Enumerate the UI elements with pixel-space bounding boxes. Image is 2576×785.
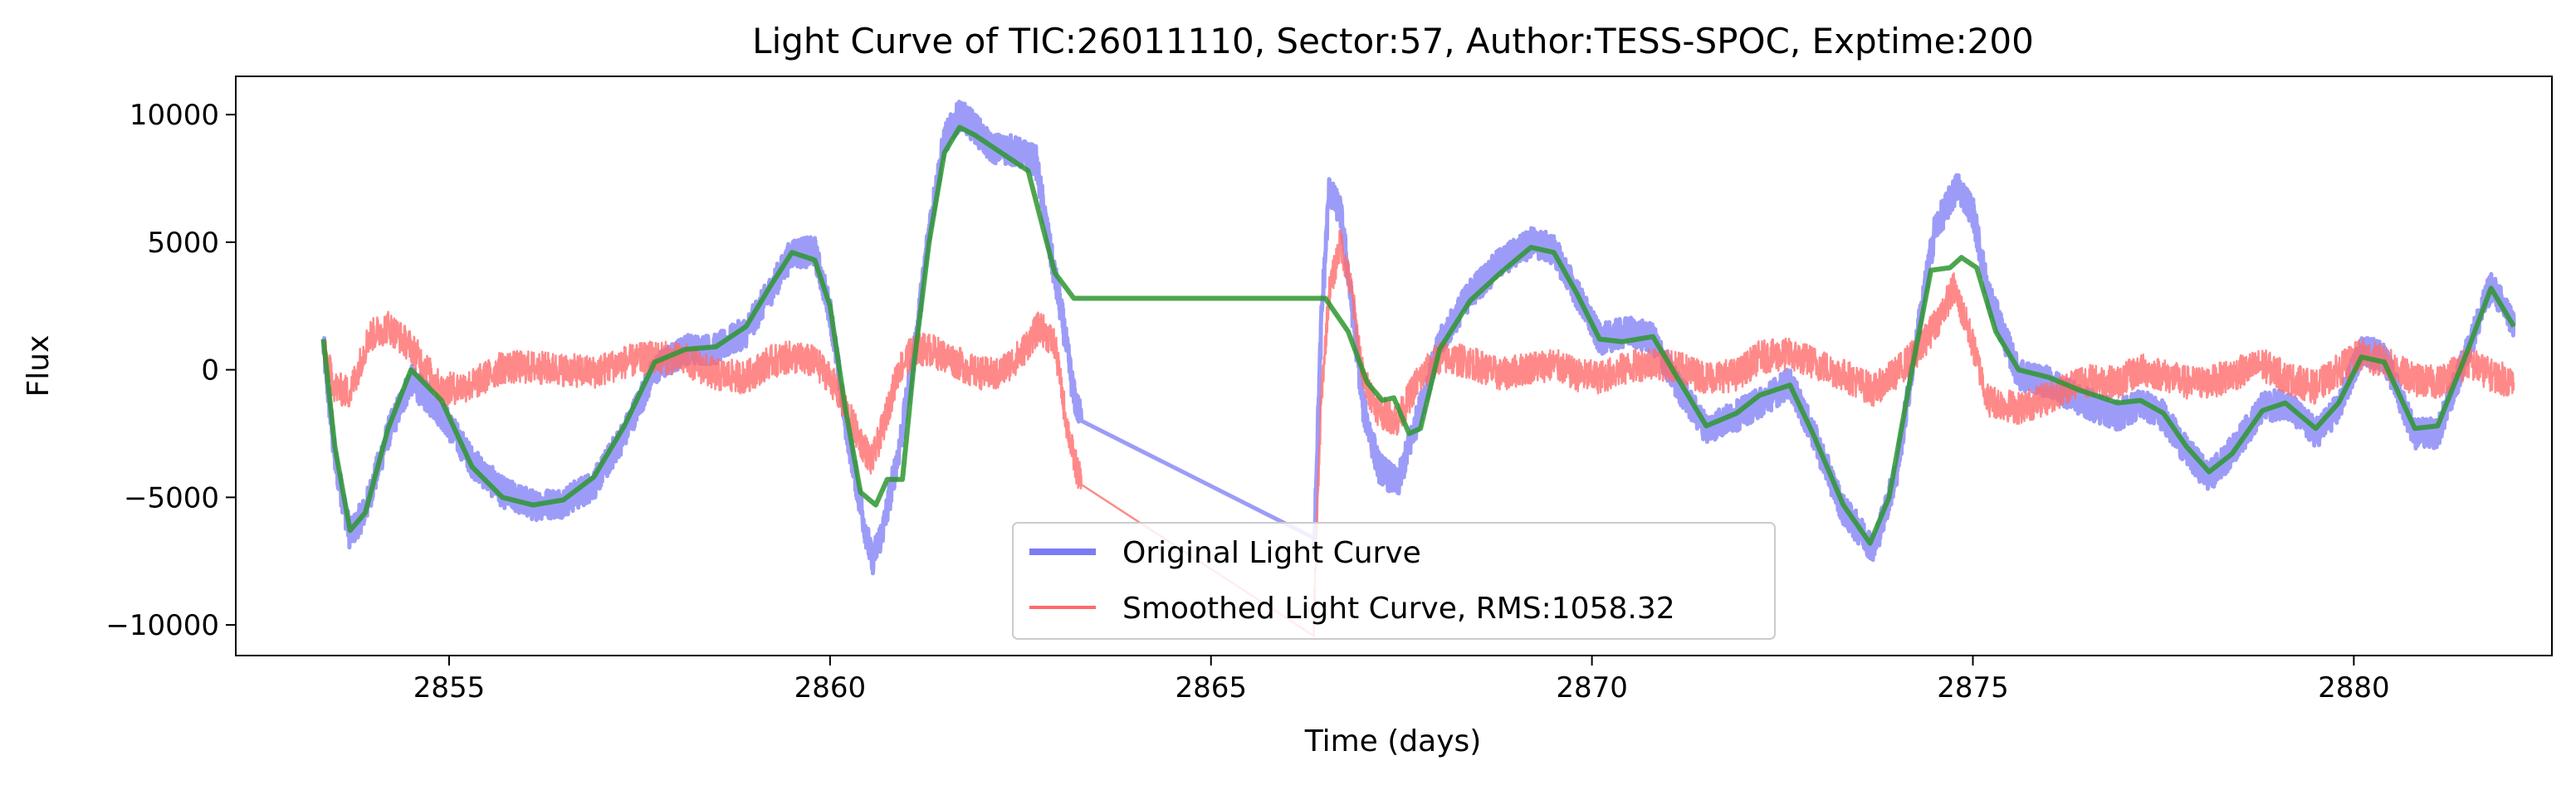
x-tick-label: 2870	[1556, 671, 1628, 705]
axes-frame	[235, 76, 2553, 656]
x-axis: 2855 2860 2865 2870 2875 2880	[413, 656, 2390, 705]
y-tick-label: −10000	[105, 609, 219, 642]
series-trend-line	[320, 124, 2516, 546]
plot-area	[320, 100, 2516, 637]
x-tick-label: 2860	[794, 671, 867, 705]
x-tick-label: 2880	[2318, 671, 2390, 705]
y-tick-label: 10000	[130, 99, 219, 132]
y-tick-label: 5000	[147, 227, 219, 260]
x-tick-label: 2875	[1937, 671, 2009, 705]
y-tick-label: −5000	[124, 481, 219, 514]
y-tick-label: 0	[201, 354, 219, 388]
series-original-line	[321, 100, 2516, 576]
legend: Original Light Curve Smoothed Light Curv…	[1012, 522, 1776, 640]
series-smoothed-line	[322, 229, 2515, 637]
y-axis-label: Flux	[22, 335, 56, 397]
y-axis: −10000 −5000 0 5000 10000	[105, 99, 236, 642]
chart-title: Light Curve of TIC:26011110, Sector:57, …	[752, 21, 2034, 61]
legend-label-smoothed: Smoothed Light Curve, RMS:1058.32	[1122, 592, 1675, 626]
legend-box	[1012, 522, 1776, 640]
x-axis-label: Time (days)	[1304, 724, 1482, 758]
legend-label-original: Original Light Curve	[1122, 536, 1421, 570]
x-tick-label: 2865	[1175, 671, 1247, 705]
x-tick-label: 2855	[413, 671, 486, 705]
